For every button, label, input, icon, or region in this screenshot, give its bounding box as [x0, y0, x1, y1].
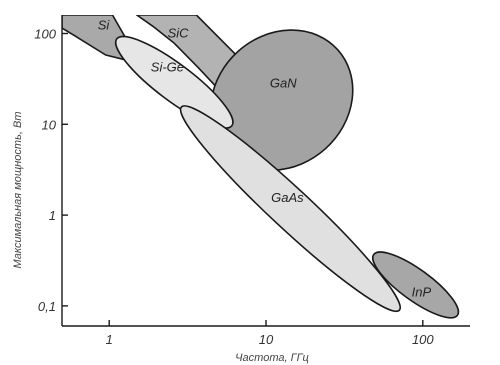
region-label-si: Si — [98, 18, 111, 33]
y-axis-label: Максимальная мощность, Вт — [12, 112, 24, 269]
region-label-gaas: GaAs — [271, 190, 304, 205]
y-tick-label: 100 — [34, 27, 56, 42]
x-tick-label: 100 — [412, 332, 434, 347]
axes-layer: 1 10 100 0,1 1 10 100 — [34, 15, 470, 347]
x-tick-label: 10 — [259, 332, 274, 347]
x-tick-label: 1 — [106, 332, 113, 347]
region-si — [62, 15, 131, 62]
region-label-inp: InP — [412, 285, 432, 300]
labels-layer: Si SiC GaN Si-Ge GaAs InP — [98, 18, 432, 300]
region-label-si-ge: Si-Ge — [151, 60, 184, 75]
y-tick-label: 0,1 — [38, 299, 56, 314]
y-tick-label: 10 — [42, 117, 57, 132]
y-tick-label: 1 — [49, 208, 56, 223]
x-axis-label: Частота, ГГц — [235, 352, 309, 364]
region-label-gan: GaN — [270, 76, 297, 91]
region-inp — [372, 251, 460, 319]
regions-layer — [62, 15, 460, 319]
region-gaas — [179, 105, 402, 313]
region-label-sic: SiC — [168, 26, 190, 41]
region-si-ge — [114, 35, 234, 129]
